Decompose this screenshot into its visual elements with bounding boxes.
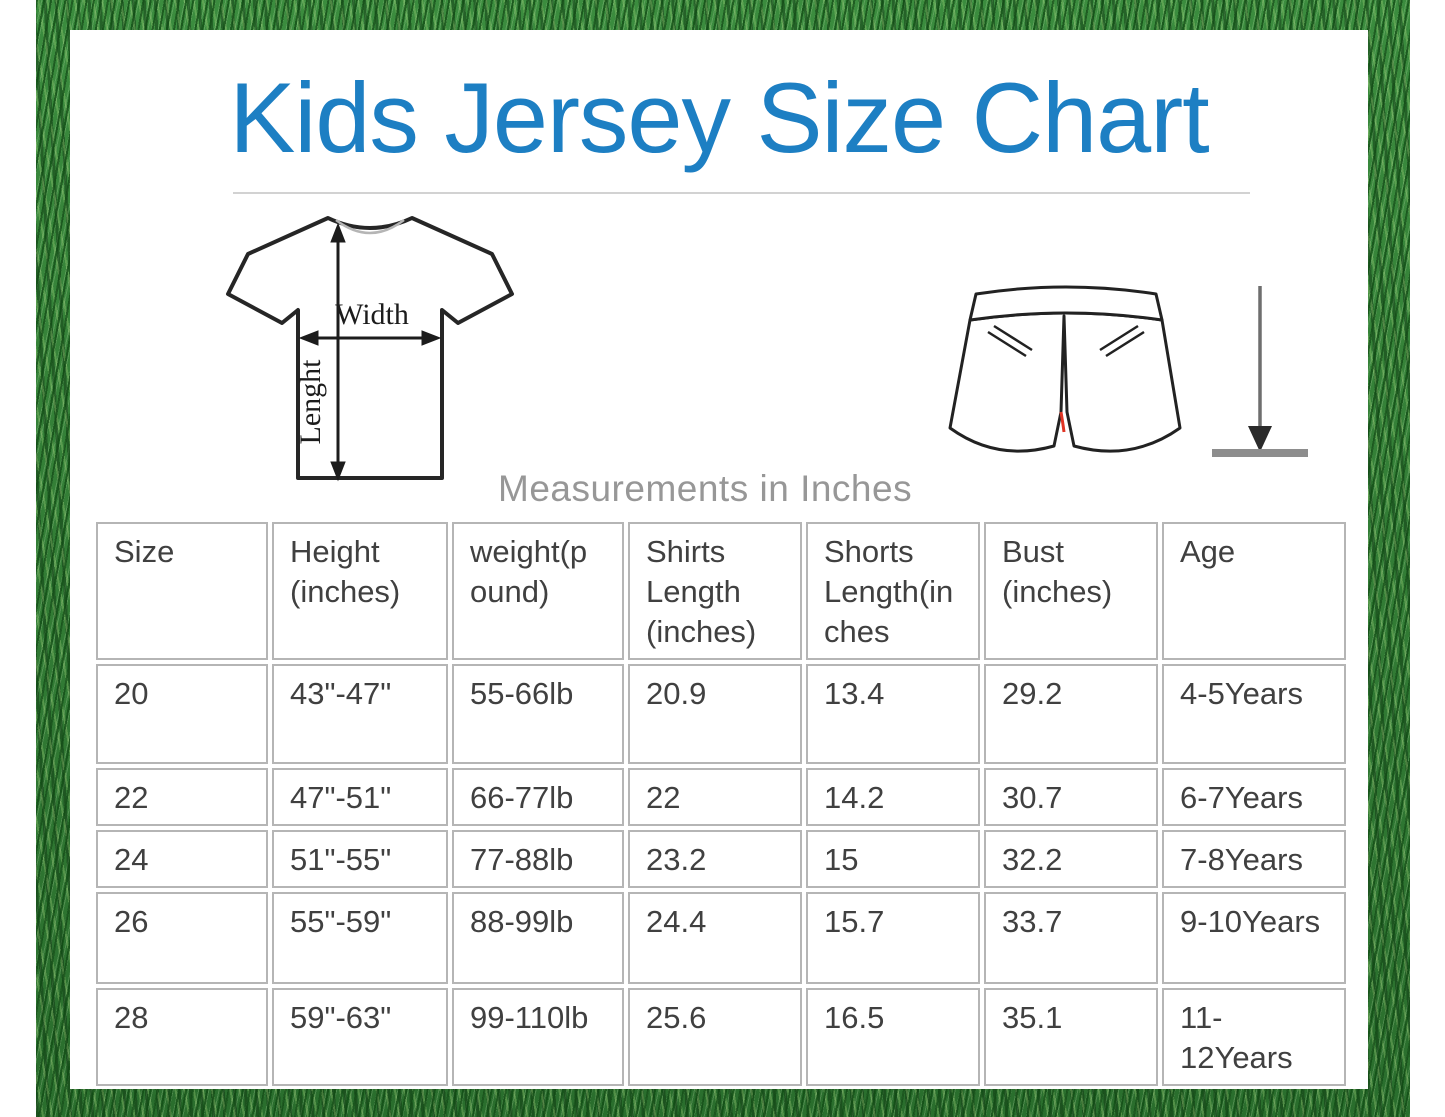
table-cell: 16.5 [806, 988, 980, 1086]
shorts-length-measure [1212, 286, 1308, 457]
column-header: Age [1162, 522, 1346, 660]
table-cell: 43"-47" [272, 664, 448, 764]
length-arrow [330, 222, 346, 482]
page-title: Kids Jersey Size Chart [229, 62, 1209, 173]
table-cell: 7-8Years [1162, 830, 1346, 888]
table-row: 24 51"-55" 77-88lb 23.2 15 32.2 7-8Years [96, 830, 1346, 888]
shorts-outline-icon [948, 285, 1182, 453]
size-table: Size Height (inches) weight(pound) Shirts L… [92, 518, 1350, 1090]
column-header: weight(pound) [452, 522, 624, 660]
table-cell: 24.4 [628, 892, 802, 984]
table-cell: 24 [96, 830, 268, 888]
measurements-note: Measurements in Inches [498, 468, 913, 509]
table-cell: 66-77lb [452, 768, 624, 826]
table-cell: 99-110lb [452, 988, 624, 1086]
table-row: 22 47"-51" 66-77lb 22 14.2 30.7 6-7Years [96, 768, 1346, 826]
table-cell: 47"-51" [272, 768, 448, 826]
table-cell: 55-66lb [452, 664, 624, 764]
table-cell: 15.7 [806, 892, 980, 984]
table-cell: 4-5Years [1162, 664, 1346, 764]
table-row: 28 59"-63" 99-110lb 25.6 16.5 35.1 11-12Years [96, 988, 1346, 1086]
table-cell: 29.2 [984, 664, 1158, 764]
size-table-body: 20 43"-47" 55-66lb 20.9 13.4 29.2 4-5Years 22 47… [96, 664, 1346, 1086]
table-row: 20 43"-47" 55-66lb 20.9 13.4 29.2 4-5Years [96, 664, 1346, 764]
table-cell: 11-12Years [1162, 988, 1346, 1086]
table-cell: 22 [628, 768, 802, 826]
table-cell: 32.2 [984, 830, 1158, 888]
table-cell: 20.9 [628, 664, 802, 764]
down-arrow-to-baseline-icon [1212, 286, 1308, 457]
table-cell: 6-7Years [1162, 768, 1346, 826]
table-cell: 15 [806, 830, 980, 888]
column-header: Shirts Length (inches) [628, 522, 802, 660]
table-cell: 26 [96, 892, 268, 984]
title-divider [233, 192, 1250, 194]
table-cell: 33.7 [984, 892, 1158, 984]
table-header-row: Size Height (inches) weight(pound) Shirts L… [96, 522, 1346, 660]
table-cell: 25.6 [628, 988, 802, 1086]
width-arrow [298, 330, 442, 346]
length-label: Lenght [294, 359, 327, 445]
width-label: Width [335, 298, 409, 331]
column-header: Height (inches) [272, 522, 448, 660]
column-header: Shorts Length(inches [806, 522, 980, 660]
column-header: Size [96, 522, 268, 660]
table-cell: 88-99lb [452, 892, 624, 984]
table-cell: 55"-59" [272, 892, 448, 984]
shorts-diagram [948, 285, 1182, 453]
table-cell: 30.7 [984, 768, 1158, 826]
tshirt-outline-icon [226, 216, 514, 480]
table-cell: 35.1 [984, 988, 1158, 1086]
tshirt-diagram: Width Lenght [226, 216, 514, 482]
table-cell: 13.4 [806, 664, 980, 764]
table-cell: 14.2 [806, 768, 980, 826]
column-header: Bust (inches) [984, 522, 1158, 660]
table-cell: 77-88lb [452, 830, 624, 888]
size-chart-card: Kids Jersey Size Chart Width Lenght Meas… [70, 30, 1368, 1089]
table-cell: 9-10Years [1162, 892, 1346, 984]
table-cell: 51"-55" [272, 830, 448, 888]
table-cell: 28 [96, 988, 268, 1086]
table-row: 26 55"-59" 88-99lb 24.4 15.7 33.7 9-10Years [96, 892, 1346, 984]
table-cell: 23.2 [628, 830, 802, 888]
table-cell: 22 [96, 768, 268, 826]
table-cell: 59"-63" [272, 988, 448, 1086]
table-cell: 20 [96, 664, 268, 764]
